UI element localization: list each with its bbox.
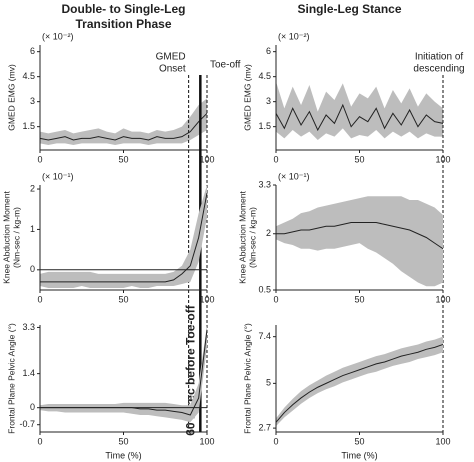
x-tick-label: 0 — [37, 294, 42, 304]
y-tick-label: 3 — [30, 96, 35, 106]
x-tick-label: 100 — [435, 294, 450, 304]
x-tick-label: 50 — [118, 294, 128, 304]
x-tick-label: 0 — [273, 436, 278, 446]
y-tick-label: 3.3 — [258, 179, 271, 189]
x-tick-label: 50 — [354, 154, 364, 164]
column-title: Double- to Single-Leg — [62, 2, 186, 16]
x-tick-label: 100 — [199, 154, 214, 164]
x-tick-label: 50 — [354, 294, 364, 304]
x-tick-label: 0 — [37, 154, 42, 164]
event-label: Onset — [159, 64, 186, 75]
y-tick-label: 0 — [30, 402, 35, 412]
band — [276, 336, 443, 427]
band — [276, 196, 443, 287]
event-label: Toe-off — [210, 60, 241, 71]
y-tick-label: 0 — [30, 264, 35, 274]
y-multiplier: (× 10⁻²) — [278, 31, 310, 41]
y-tick-label: 1.5 — [22, 121, 35, 131]
mean-line — [276, 222, 444, 250]
y-tick-label: 0.5 — [258, 284, 271, 294]
x-tick-label: 100 — [199, 436, 214, 446]
event-label: descending — [413, 64, 464, 75]
y-multiplier: (× 10⁻¹) — [278, 171, 310, 181]
y-tick-label: 3 — [266, 96, 271, 106]
y-tick-label: 1.4 — [22, 368, 35, 378]
band — [276, 81, 443, 140]
x-tick-label: 50 — [118, 154, 128, 164]
band — [40, 98, 207, 145]
x-tick-label: 0 — [273, 294, 278, 304]
y-axis-label: GMED EMG (mv) — [6, 64, 16, 131]
x-tick-label: 0 — [273, 154, 278, 164]
y-multiplier: (× 10⁻¹) — [42, 171, 74, 181]
band — [40, 325, 207, 423]
y-tick-label: 1 — [30, 224, 35, 234]
column-title: Transition Phase — [75, 17, 171, 31]
y-tick-label: 4.5 — [258, 71, 271, 81]
y-tick-label: 6 — [266, 46, 271, 56]
x-tick-label: 0 — [37, 436, 42, 446]
mean-line — [275, 343, 444, 423]
y-tick-label: 2.7 — [258, 422, 271, 432]
y-tick-label: 6 — [30, 46, 35, 56]
y-axis-label: Frontal Plane Pelvic Angle (°) — [6, 323, 16, 434]
y-axis-label: GMED EMG (mv) — [242, 64, 252, 131]
mean-line — [40, 192, 208, 283]
x-tick-label: 50 — [118, 436, 128, 446]
y-axis-label: (Nm-sec / kg-m) — [11, 207, 21, 268]
event-label: GMED — [156, 52, 186, 63]
y-multiplier: (× 10⁻²) — [42, 31, 74, 41]
event-label: Initiation of — [415, 52, 464, 63]
column-title: Single-Leg Stance — [297, 2, 401, 16]
mean-line — [275, 103, 444, 132]
y-axis-label: Frontal Plane Pelvic Angle (°) — [242, 323, 252, 434]
y-tick-label: 3.3 — [22, 322, 35, 332]
x-tick-label: 100 — [199, 294, 214, 304]
y-tick-label: 2 — [30, 183, 35, 193]
y-tick-label: 5 — [266, 378, 271, 388]
y-tick-label: 1.5 — [258, 121, 271, 131]
y-tick-label: -0.7 — [19, 419, 35, 429]
y-tick-label: 4.5 — [22, 71, 35, 81]
y-axis-label: Knee Abduction Moment — [1, 191, 11, 284]
x-tick-label: 50 — [354, 436, 364, 446]
mean-line — [40, 329, 208, 416]
y-axis-label: (Nm-sec / kg-m) — [247, 207, 257, 268]
x-tick-label: 100 — [435, 436, 450, 446]
y-tick-label: 2 — [266, 228, 271, 238]
x-tick-label: 100 — [435, 154, 450, 164]
band — [40, 185, 207, 288]
x-axis-label: Time (%) — [341, 450, 377, 460]
mean-line — [39, 112, 208, 141]
y-axis-label: Knee Abduction Moment — [237, 191, 247, 284]
x-axis-label: Time (%) — [105, 450, 141, 460]
y-tick-label: 7.4 — [258, 331, 271, 341]
